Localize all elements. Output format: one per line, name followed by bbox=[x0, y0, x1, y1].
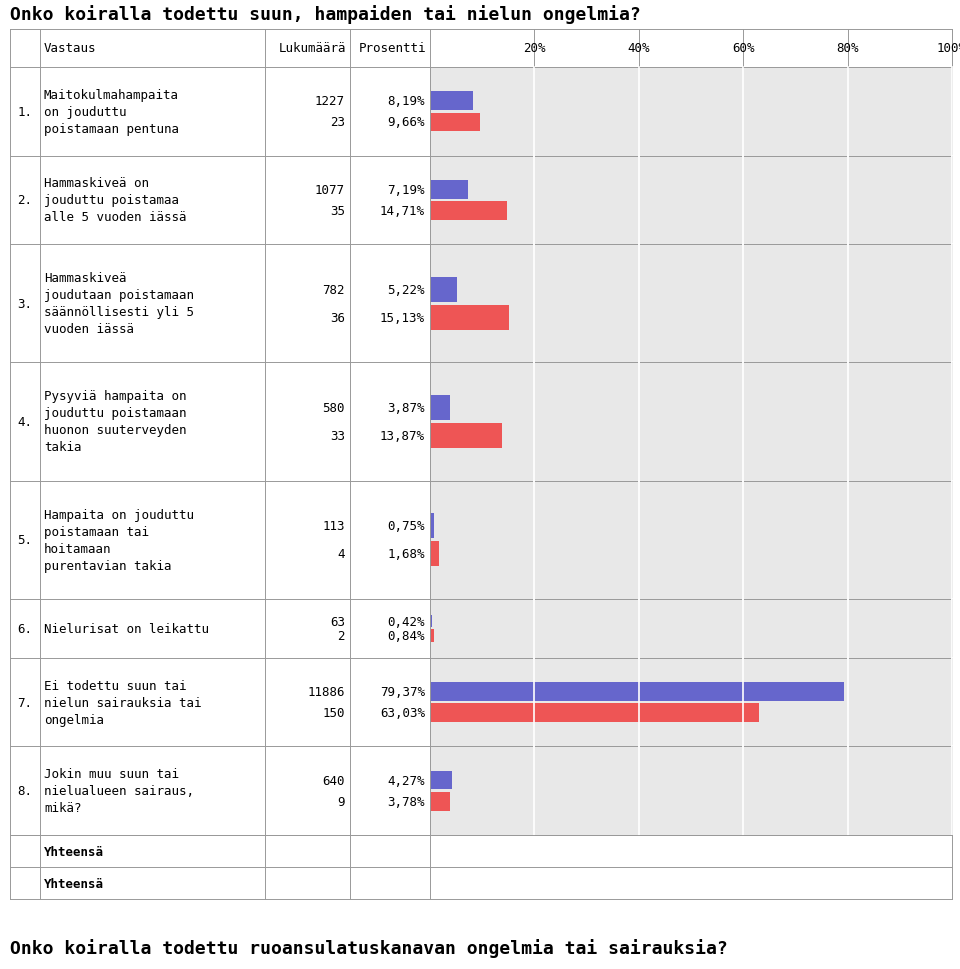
Text: 14,71%: 14,71% bbox=[380, 204, 425, 218]
Text: 11886: 11886 bbox=[307, 685, 345, 699]
Bar bbox=[430, 68, 952, 156]
Bar bbox=[430, 92, 472, 110]
Text: Hammaskiveä
joudutaan poistamaan
säännöllisesti yli 5
vuoden iässä: Hammaskiveä joudutaan poistamaan säännöl… bbox=[44, 272, 194, 336]
Bar bbox=[430, 245, 952, 363]
Text: 640: 640 bbox=[323, 774, 345, 787]
Text: 20%: 20% bbox=[523, 43, 545, 55]
Bar bbox=[430, 113, 480, 132]
Text: 4,27%: 4,27% bbox=[388, 774, 425, 787]
Bar bbox=[430, 682, 844, 701]
Text: 13,87%: 13,87% bbox=[380, 429, 425, 443]
Text: Yhteensä: Yhteensä bbox=[44, 845, 104, 858]
Text: 33: 33 bbox=[330, 429, 345, 443]
Text: 2: 2 bbox=[338, 629, 345, 642]
Text: Prosentti: Prosentti bbox=[358, 43, 426, 55]
Text: 7,19%: 7,19% bbox=[388, 183, 425, 197]
Text: Ei todettu suun tai
nielun sairauksia tai
ongelmia: Ei todettu suun tai nielun sairauksia ta… bbox=[44, 679, 202, 726]
Bar bbox=[430, 277, 457, 302]
Bar bbox=[430, 395, 450, 421]
Text: Lukumäärä: Lukumäärä bbox=[278, 43, 346, 55]
Text: 782: 782 bbox=[323, 283, 345, 297]
Text: 1,68%: 1,68% bbox=[388, 547, 425, 561]
Text: 5,22%: 5,22% bbox=[388, 283, 425, 297]
Text: 79,37%: 79,37% bbox=[380, 685, 425, 699]
Bar bbox=[10, 68, 430, 156]
Bar bbox=[430, 514, 434, 539]
Text: 15,13%: 15,13% bbox=[380, 312, 425, 325]
Text: Jokin muu suun tai
nielualueen sairaus,
mikä?: Jokin muu suun tai nielualueen sairaus, … bbox=[44, 767, 194, 814]
Text: 2.: 2. bbox=[17, 194, 33, 207]
Bar bbox=[10, 599, 430, 658]
Text: Yhteensä: Yhteensä bbox=[44, 877, 104, 890]
Bar bbox=[430, 746, 952, 835]
Text: 580: 580 bbox=[323, 401, 345, 415]
Text: 35: 35 bbox=[330, 204, 345, 218]
Bar bbox=[430, 181, 468, 200]
Bar bbox=[10, 30, 952, 68]
Text: 80%: 80% bbox=[836, 43, 859, 55]
Bar bbox=[430, 423, 502, 449]
Bar bbox=[430, 703, 759, 722]
Text: 1.: 1. bbox=[17, 106, 33, 118]
Text: 1077: 1077 bbox=[315, 183, 345, 197]
Text: Nielurisat on leikattu: Nielurisat on leikattu bbox=[44, 622, 209, 635]
Bar bbox=[430, 156, 952, 245]
Text: Maitokulmahampaita
on jouduttu
poistamaan pentuna: Maitokulmahampaita on jouduttu poistamaa… bbox=[44, 89, 179, 136]
Text: 0,75%: 0,75% bbox=[388, 519, 425, 532]
Text: 60%: 60% bbox=[732, 43, 755, 55]
Bar bbox=[10, 835, 952, 867]
Text: 36: 36 bbox=[330, 312, 345, 325]
Text: 3,87%: 3,87% bbox=[388, 401, 425, 415]
Text: Pysyviä hampaita on
jouduttu poistamaan
huonon suuterveyden
takia: Pysyviä hampaita on jouduttu poistamaan … bbox=[44, 391, 186, 454]
Text: 23: 23 bbox=[330, 116, 345, 129]
Text: 4: 4 bbox=[338, 547, 345, 561]
Text: 9,66%: 9,66% bbox=[388, 116, 425, 129]
Bar bbox=[430, 599, 952, 658]
Bar bbox=[430, 793, 449, 811]
Text: Onko koiralla todettu ruoansulatuskanavan ongelmia tai sairauksia?: Onko koiralla todettu ruoansulatuskanava… bbox=[10, 938, 728, 957]
Bar bbox=[10, 867, 952, 899]
Bar bbox=[10, 481, 430, 599]
Bar bbox=[430, 481, 952, 599]
Text: Hampaita on jouduttu
poistamaan tai
hoitamaan
purentavian takia: Hampaita on jouduttu poistamaan tai hoit… bbox=[44, 508, 194, 572]
Text: 4.: 4. bbox=[17, 416, 33, 428]
Text: 5.: 5. bbox=[17, 534, 33, 547]
Text: 63: 63 bbox=[330, 615, 345, 628]
Bar bbox=[430, 658, 952, 746]
Text: Vastaus: Vastaus bbox=[44, 43, 97, 55]
Text: 6.: 6. bbox=[17, 622, 33, 635]
Text: 1227: 1227 bbox=[315, 95, 345, 109]
Text: 40%: 40% bbox=[628, 43, 650, 55]
Bar bbox=[10, 245, 430, 363]
Text: 0,84%: 0,84% bbox=[388, 629, 425, 642]
Text: Hammaskiveä on
jouduttu poistamaa
alle 5 vuoden iässä: Hammaskiveä on jouduttu poistamaa alle 5… bbox=[44, 177, 186, 224]
Bar bbox=[430, 306, 509, 330]
Bar bbox=[430, 615, 432, 628]
Bar bbox=[430, 542, 439, 567]
Text: 100%: 100% bbox=[937, 43, 960, 55]
Bar bbox=[10, 363, 430, 481]
Bar bbox=[430, 630, 434, 641]
Bar bbox=[10, 156, 430, 245]
Text: 9: 9 bbox=[338, 795, 345, 808]
Text: 8,19%: 8,19% bbox=[388, 95, 425, 109]
Bar bbox=[10, 658, 430, 746]
Text: 8.: 8. bbox=[17, 784, 33, 797]
Text: 63,03%: 63,03% bbox=[380, 706, 425, 719]
Text: 113: 113 bbox=[323, 519, 345, 532]
Text: 3,78%: 3,78% bbox=[388, 795, 425, 808]
Text: 0,42%: 0,42% bbox=[388, 615, 425, 628]
Text: 150: 150 bbox=[323, 706, 345, 719]
Text: 7.: 7. bbox=[17, 696, 33, 709]
Bar bbox=[430, 363, 952, 481]
Bar bbox=[430, 203, 507, 221]
Bar bbox=[10, 746, 430, 835]
Text: Onko koiralla todettu suun, hampaiden tai nielun ongelmia?: Onko koiralla todettu suun, hampaiden ta… bbox=[10, 5, 640, 24]
Text: 3.: 3. bbox=[17, 297, 33, 310]
Bar bbox=[430, 771, 452, 790]
